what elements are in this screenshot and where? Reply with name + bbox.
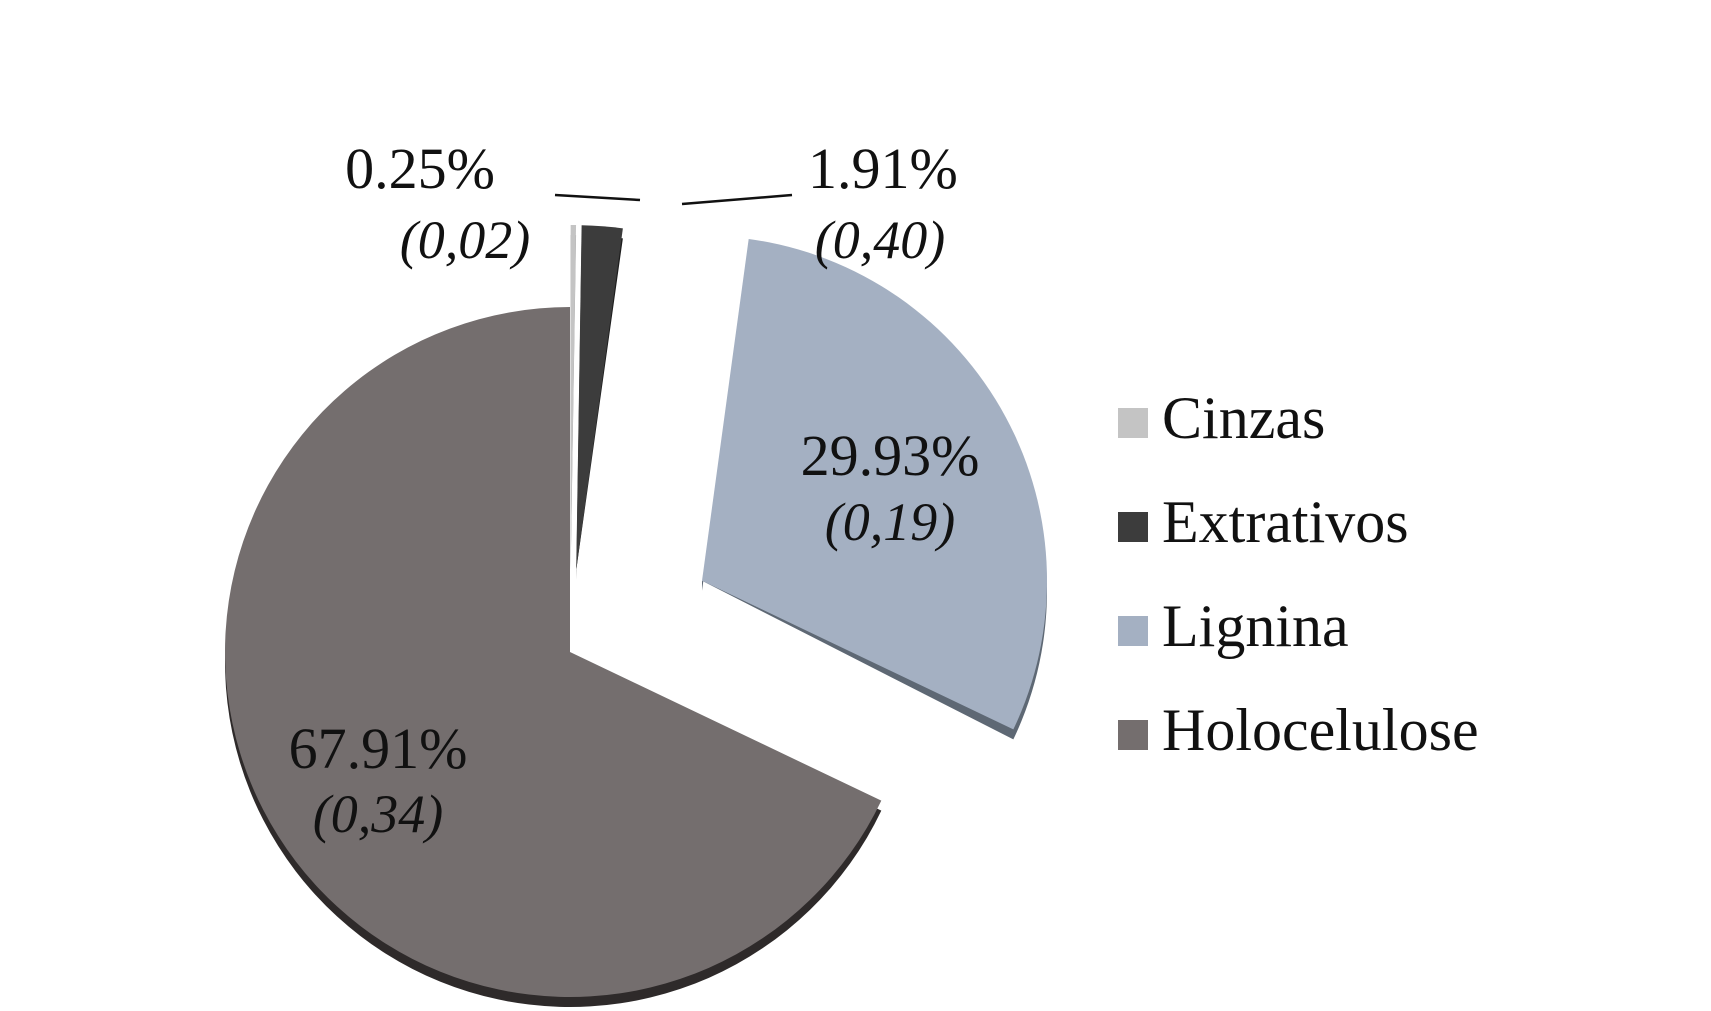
data-label-holocelulose: 67.91% — [289, 716, 468, 781]
slice-extrativos — [576, 225, 623, 571]
legend-swatch-lignina — [1118, 616, 1148, 646]
data-label-extrativos: 1.91% — [808, 136, 958, 201]
legend-label-extrativos: Extrativos — [1162, 489, 1409, 555]
legend-swatch-extrativos — [1118, 512, 1148, 542]
leader-lines — [554, 193, 793, 206]
data-labels: 0.25% (0,02) 1.91% (0,40) 29.93%(0,19) 67.91%… — [289, 136, 980, 844]
legend-label-cinzas: Cinzas — [1162, 385, 1325, 451]
slice-holocelulose — [225, 307, 882, 997]
sd-label-holocelulose: (0,34) — [313, 784, 443, 844]
sd-label-cinzas: (0,02) — [400, 210, 530, 270]
slice-lignina — [702, 238, 1048, 730]
legend: Cinzas Extrativos Lignina Holocelulose — [1118, 385, 1479, 763]
slice-cinzas — [570, 225, 577, 571]
legend-label-holocelulose: Holocelulose — [1162, 697, 1479, 763]
pie-slices — [225, 225, 1048, 1007]
sd-label-lignina: (0,19) — [825, 492, 955, 552]
data-label-lignina: 29.93% — [801, 423, 980, 488]
data-label-cinzas: 0.25% — [345, 136, 495, 201]
leader-line-cinzas — [554, 193, 641, 202]
legend-swatch-holocelulose — [1118, 720, 1148, 750]
leader-line-extrativos — [681, 193, 793, 206]
legend-label-lignina: Lignina — [1162, 593, 1349, 659]
sd-label-extrativos: (0,40) — [815, 210, 945, 270]
legend-swatch-cinzas — [1118, 408, 1148, 438]
